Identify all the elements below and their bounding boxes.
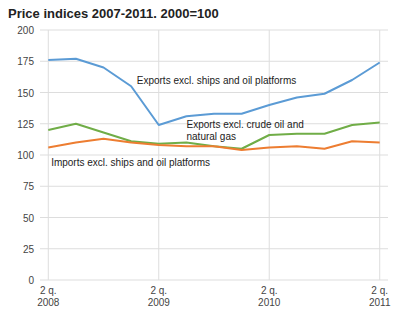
x-grid-line xyxy=(158,30,159,280)
y-grid-line xyxy=(40,248,388,249)
chart: 0 25 50 75 100 125 150 175 200 2 q.2008 2 q.2009 2 … xyxy=(0,0,400,320)
y-grid-line xyxy=(40,280,388,281)
x-tick-label: 2 q.2011 xyxy=(369,285,391,308)
grid xyxy=(40,30,388,280)
lines xyxy=(48,59,379,150)
y-tick-label: 150 xyxy=(17,88,34,99)
annotation: Exports excl. crude oil andnatural gas xyxy=(187,119,304,142)
y-tick-label: 25 xyxy=(23,244,35,255)
y-grid-line xyxy=(40,217,388,218)
y-tick-label: 125 xyxy=(17,119,34,130)
annotation: Imports excl. ships and oil platforms xyxy=(51,157,210,168)
x-grid-line xyxy=(269,30,270,280)
y-grid-line xyxy=(40,186,388,187)
x-tick-label: 2 q.2010 xyxy=(258,285,281,308)
x-tick-label: 2 q.2008 xyxy=(37,285,60,308)
y-tick-label: 50 xyxy=(23,213,35,224)
y-tick-label: 75 xyxy=(23,181,35,192)
y-grid-line xyxy=(40,61,388,62)
y-tick-label: 100 xyxy=(17,150,34,161)
y-grid-line xyxy=(40,92,388,93)
x-tick-label: 2 q.2009 xyxy=(148,285,171,308)
title: Price indices 2007-2011. 2000=100 xyxy=(8,6,219,21)
annotation: Exports excl. ships and oil platforms xyxy=(137,75,297,86)
y-tick-label: 175 xyxy=(17,56,34,67)
y-grid-line xyxy=(40,155,388,156)
x-grid-line xyxy=(48,30,49,280)
x-grid-line xyxy=(379,30,380,280)
series-line xyxy=(48,59,379,125)
y-tick-label: 200 xyxy=(17,25,34,36)
y-grid-line xyxy=(40,30,388,31)
y-tick-label: 0 xyxy=(28,275,34,286)
